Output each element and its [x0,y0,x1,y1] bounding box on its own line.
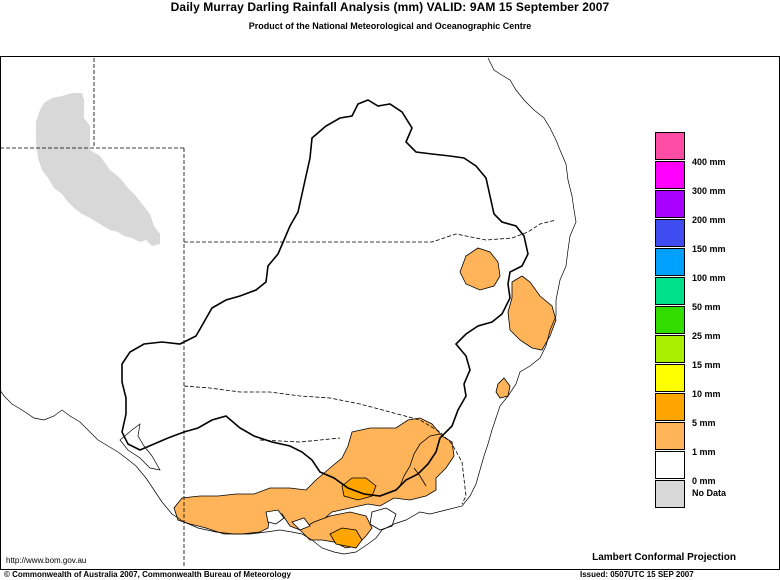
legend-label-1: 1 mm [692,447,716,457]
source-url: http://www.bom.gov.au [6,556,87,565]
legend-label-300: 300 mm [692,186,726,196]
legend-label-50: 50 mm [692,302,721,312]
map-title: Daily Murray Darling Rainfall Analysis (… [170,0,610,14]
legend-swatch-200 [655,190,685,218]
legend-swatch-1 [655,422,685,450]
legend-swatch-5 [655,393,685,421]
legend-label-150: 150 mm [692,244,726,254]
legend-swatch-15 [655,335,685,363]
legend-swatch-no-data [655,480,685,508]
legend-swatch-50 [655,277,685,305]
legend-swatch-300 [655,161,685,189]
copyright-text: © Commonwealth of Australia 2007, Common… [4,570,291,579]
rainfall-1mm-areas [173,247,557,549]
legend-label-10: 10 mm [692,389,721,399]
legend-swatch-25 [655,306,685,334]
state-borders [0,58,557,568]
legend-label-0: 0 mm [692,476,716,486]
legend-swatch-100 [655,248,685,276]
legend-label-15: 15 mm [692,360,721,370]
legend-label-200: 200 mm [692,215,726,225]
issued-timestamp: Issued: 0507UTC 15 SEP 2007 [580,570,694,579]
projection-label: Lambert Conformal Projection [592,552,736,563]
legend-swatch-10 [655,364,685,392]
legend-swatch-150 [655,219,685,247]
legend-label-400: 400 mm [692,157,726,167]
legend-label-no-data: No Data [692,488,727,498]
rainfall-zero-holes [265,507,397,531]
legend-label-100: 100 mm [692,273,726,283]
basin-boundary [121,99,529,497]
no-data-region [36,93,160,246]
legend-label-5: 5 mm [692,418,716,428]
legend-label-25: 25 mm [692,331,721,341]
coastline [0,57,577,555]
legend-swatch-400 [655,132,685,160]
gulf-outline [119,423,161,471]
rivers [399,433,441,487]
legend-swatch-0 [655,451,685,479]
map-subtitle: Product of the National Meteorological a… [248,21,532,31]
